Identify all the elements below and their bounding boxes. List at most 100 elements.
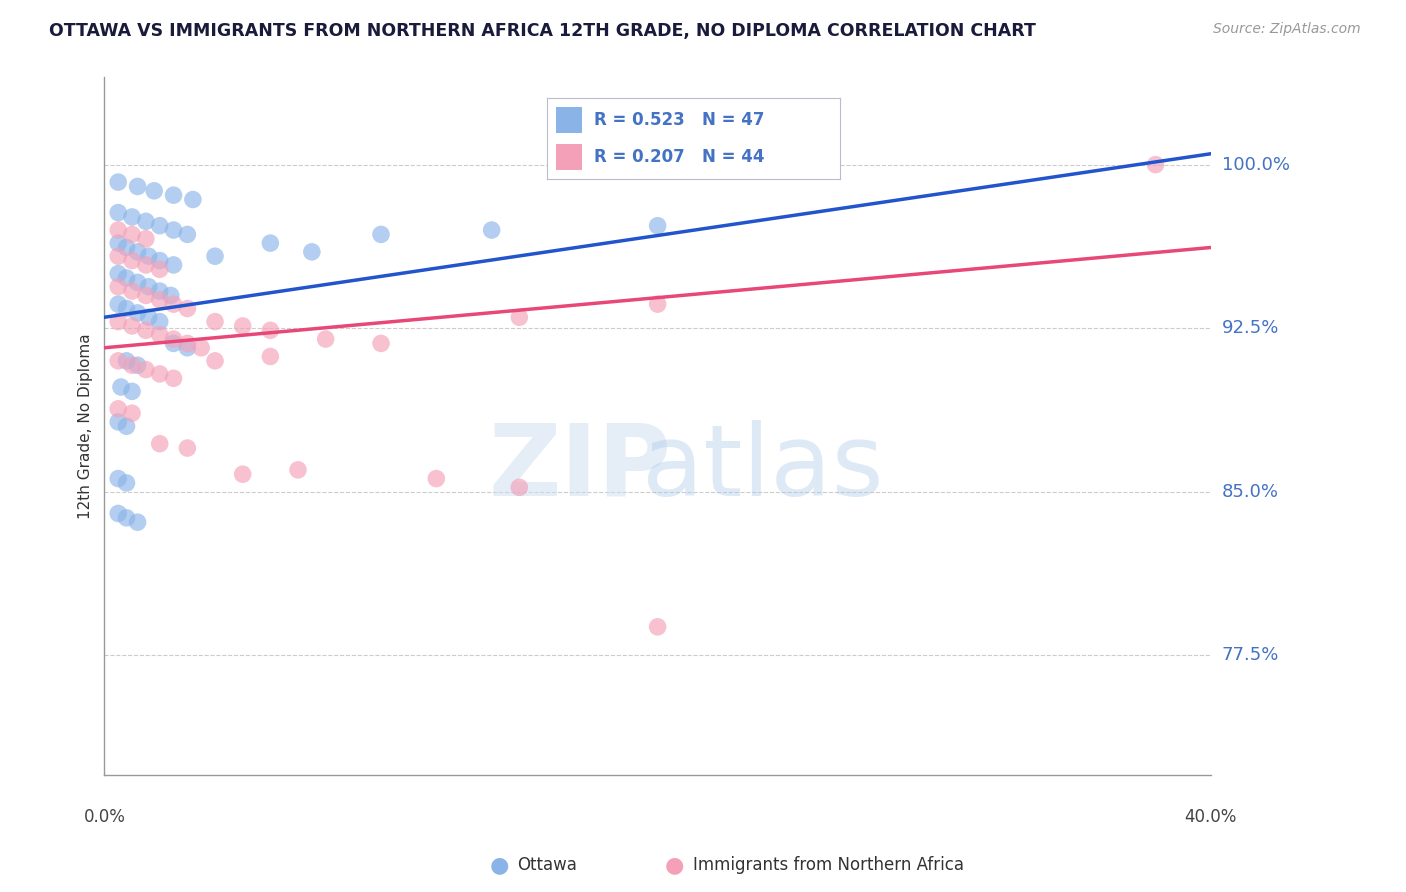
Text: Immigrants from Northern Africa: Immigrants from Northern Africa: [693, 856, 965, 874]
Point: [190, 341, 212, 355]
Text: 85.0%: 85.0%: [1222, 483, 1279, 500]
Point: [107, 205, 129, 219]
Point: [162, 258, 184, 272]
Text: atlas: atlas: [643, 419, 883, 516]
Point: [110, 380, 132, 394]
Y-axis label: 12th Grade, No Diploma: 12th Grade, No Diploma: [79, 334, 93, 519]
Point: [162, 371, 184, 385]
Point: [162, 223, 184, 237]
Point: [259, 236, 281, 251]
Point: [287, 463, 309, 477]
Point: [107, 315, 129, 329]
Text: ●: ●: [489, 855, 509, 875]
Point: [115, 354, 138, 368]
Point: [107, 249, 129, 263]
Point: [107, 236, 129, 251]
Point: [149, 262, 172, 277]
Point: [135, 232, 157, 246]
Point: [301, 244, 323, 259]
Text: Ottawa: Ottawa: [517, 856, 578, 874]
Point: [121, 318, 143, 333]
Point: [107, 507, 129, 521]
Text: 77.5%: 77.5%: [1222, 646, 1279, 665]
Point: [115, 511, 138, 525]
Point: [162, 332, 184, 346]
Point: [176, 227, 198, 242]
Point: [149, 253, 172, 268]
Point: [121, 227, 143, 242]
Point: [107, 297, 129, 311]
Point: [370, 227, 392, 242]
Point: [508, 310, 530, 325]
Text: 0.0%: 0.0%: [83, 808, 125, 826]
Point: [481, 223, 503, 237]
Point: [138, 249, 160, 263]
Point: [138, 279, 160, 293]
Text: OTTAWA VS IMMIGRANTS FROM NORTHERN AFRICA 12TH GRADE, NO DIPLOMA CORRELATION CHA: OTTAWA VS IMMIGRANTS FROM NORTHERN AFRIC…: [49, 22, 1036, 40]
Point: [370, 336, 392, 351]
Point: [127, 179, 149, 194]
Point: [121, 253, 143, 268]
Point: [135, 362, 157, 376]
Point: [107, 267, 129, 281]
Point: [127, 306, 149, 320]
Point: [115, 419, 138, 434]
Point: [127, 358, 149, 372]
Point: [159, 288, 181, 302]
Point: [149, 293, 172, 307]
Text: 92.5%: 92.5%: [1222, 319, 1279, 337]
Point: [143, 184, 166, 198]
Text: Source: ZipAtlas.com: Source: ZipAtlas.com: [1213, 22, 1361, 37]
Point: [127, 244, 149, 259]
Point: [135, 288, 157, 302]
Point: [115, 271, 138, 285]
Point: [149, 367, 172, 381]
Point: [259, 350, 281, 364]
Point: [232, 318, 254, 333]
Point: [204, 315, 226, 329]
Text: ●: ●: [665, 855, 685, 875]
Point: [176, 441, 198, 455]
Point: [121, 210, 143, 224]
Point: [115, 475, 138, 490]
Point: [115, 240, 138, 254]
Point: [107, 472, 129, 486]
Point: [149, 315, 172, 329]
Point: [149, 284, 172, 298]
Text: 40.0%: 40.0%: [1185, 808, 1237, 826]
Point: [647, 219, 669, 233]
Point: [425, 472, 447, 486]
Point: [232, 467, 254, 482]
Point: [176, 336, 198, 351]
Point: [647, 297, 669, 311]
Point: [107, 279, 129, 293]
Point: [107, 415, 129, 429]
Point: [135, 258, 157, 272]
Point: [204, 354, 226, 368]
Point: [135, 214, 157, 228]
Point: [138, 310, 160, 325]
Text: 100.0%: 100.0%: [1222, 155, 1289, 174]
Point: [204, 249, 226, 263]
Point: [107, 401, 129, 416]
Point: [508, 480, 530, 494]
Point: [181, 193, 204, 207]
Point: [107, 175, 129, 189]
Point: [176, 341, 198, 355]
Point: [127, 276, 149, 290]
Point: [107, 223, 129, 237]
Point: [176, 301, 198, 316]
Point: [647, 620, 669, 634]
Point: [135, 323, 157, 337]
Point: [121, 358, 143, 372]
Point: [107, 354, 129, 368]
Text: ZIP: ZIP: [489, 419, 672, 516]
Point: [115, 301, 138, 316]
Point: [315, 332, 337, 346]
Point: [149, 436, 172, 450]
Point: [127, 515, 149, 529]
Point: [162, 188, 184, 202]
Point: [149, 327, 172, 342]
Point: [259, 323, 281, 337]
Point: [121, 384, 143, 399]
